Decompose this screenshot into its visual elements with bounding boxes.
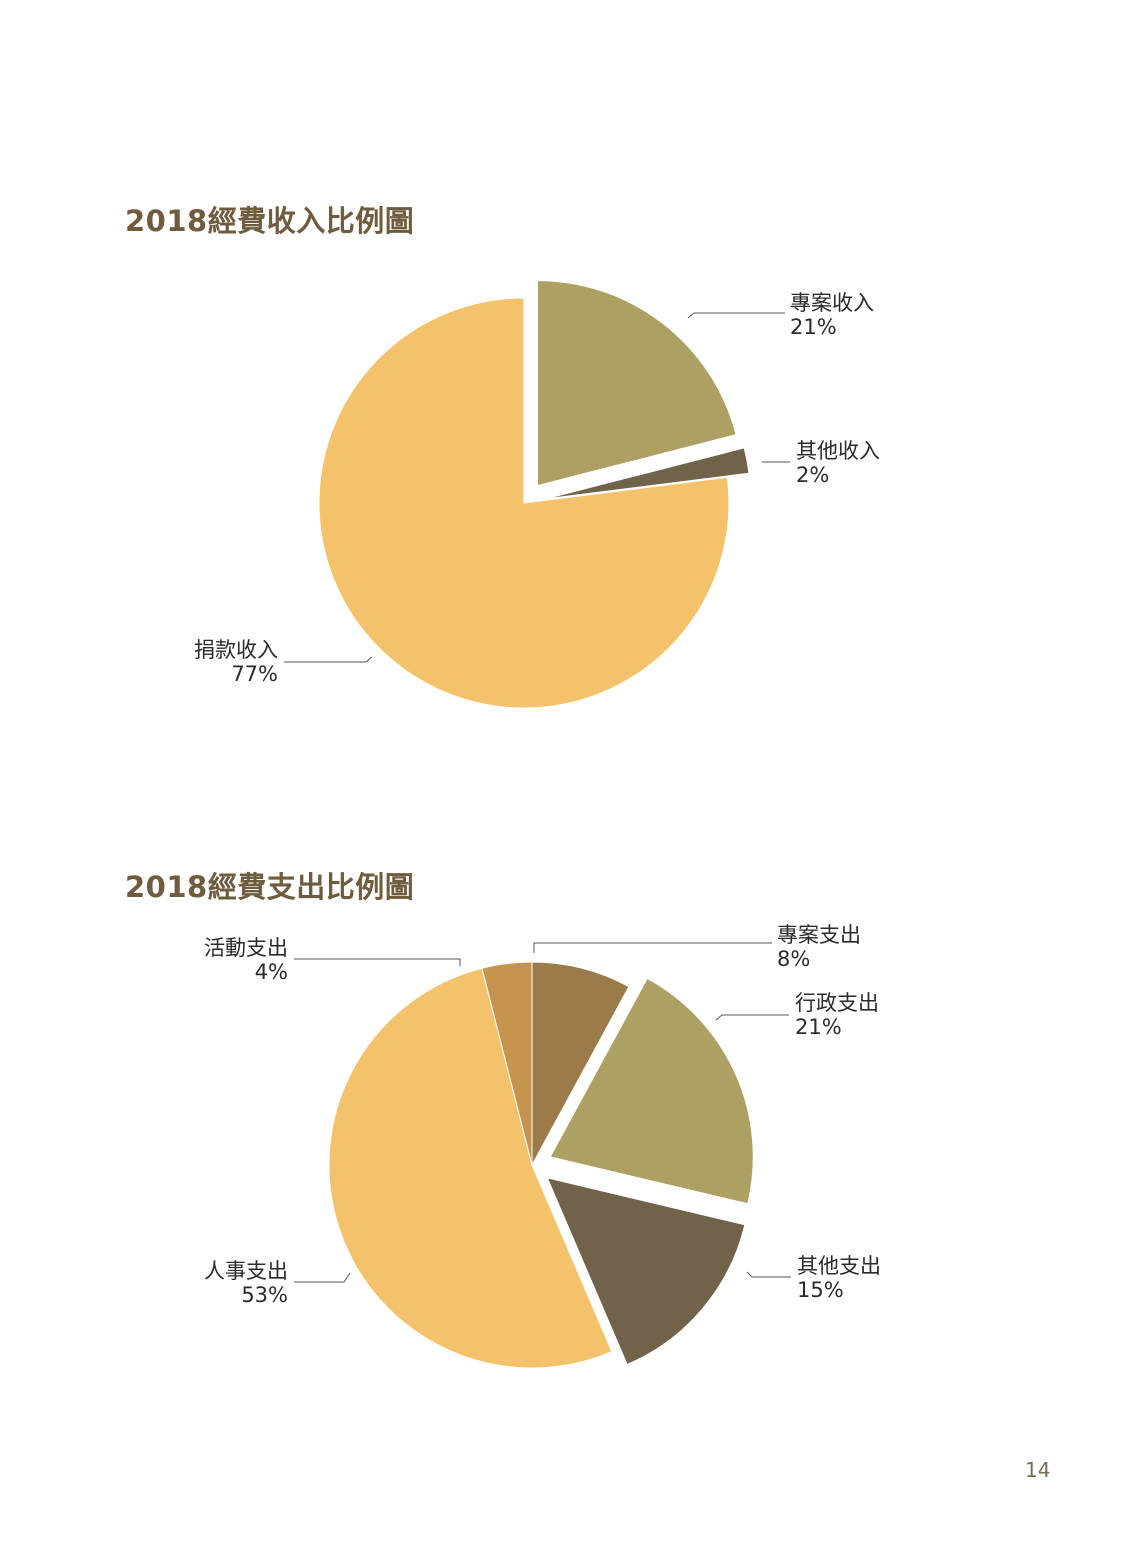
page-number: 14 bbox=[1025, 1458, 1051, 1482]
expense-slice-value-3: 15% bbox=[797, 1278, 844, 1302]
income-slice-value-1: 21% bbox=[790, 315, 837, 339]
expense-slice-value-4: 53% bbox=[241, 1283, 288, 1307]
expense-leader-line-2 bbox=[715, 1014, 789, 1021]
income-slice-1 bbox=[536, 280, 737, 487]
expense-leader-line-3 bbox=[746, 1271, 791, 1278]
expense-slice-label-3: 其他支出 bbox=[797, 1254, 881, 1278]
income-leader-line-3 bbox=[284, 656, 373, 663]
expense-leader-line-1 bbox=[533, 942, 772, 953]
income-slice-3 bbox=[318, 297, 730, 709]
expense-slice-5 bbox=[481, 961, 533, 1166]
income-slice-label-1: 專案收入 bbox=[790, 291, 874, 315]
expense-slice-value-2: 21% bbox=[795, 1015, 842, 1039]
income-slice-2 bbox=[545, 447, 750, 500]
income-slice-value-2: 2% bbox=[796, 463, 829, 487]
expense-chart-title: 2018經費支出比例圖 bbox=[125, 870, 415, 904]
income-slice-value-3: 77% bbox=[231, 662, 278, 686]
income-slice-label-2: 其他收入 bbox=[796, 439, 880, 463]
expense-slice-1 bbox=[531, 961, 630, 1166]
expense-leader-line-5 bbox=[294, 958, 461, 966]
expense-slice-value-5: 4% bbox=[255, 960, 288, 984]
expense-slice-3 bbox=[546, 1177, 746, 1366]
income-chart-title: 2018經費收入比例圖 bbox=[125, 204, 415, 238]
expense-leader-line-4 bbox=[294, 1272, 351, 1283]
income-leader-line-1 bbox=[687, 312, 785, 319]
expense-slice-value-1: 8% bbox=[777, 947, 810, 971]
expense-slice-4 bbox=[328, 967, 613, 1369]
expense-slice-label-1: 專案支出 bbox=[777, 923, 861, 947]
expense-slice-label-2: 行政支出 bbox=[795, 991, 879, 1015]
income-slice-label-3: 捐款收入 bbox=[194, 638, 278, 662]
expense-slice-2 bbox=[549, 977, 754, 1205]
expense-slice-label-5: 活動支出 bbox=[204, 936, 288, 960]
expense-slice-label-4: 人事支出 bbox=[204, 1259, 288, 1283]
